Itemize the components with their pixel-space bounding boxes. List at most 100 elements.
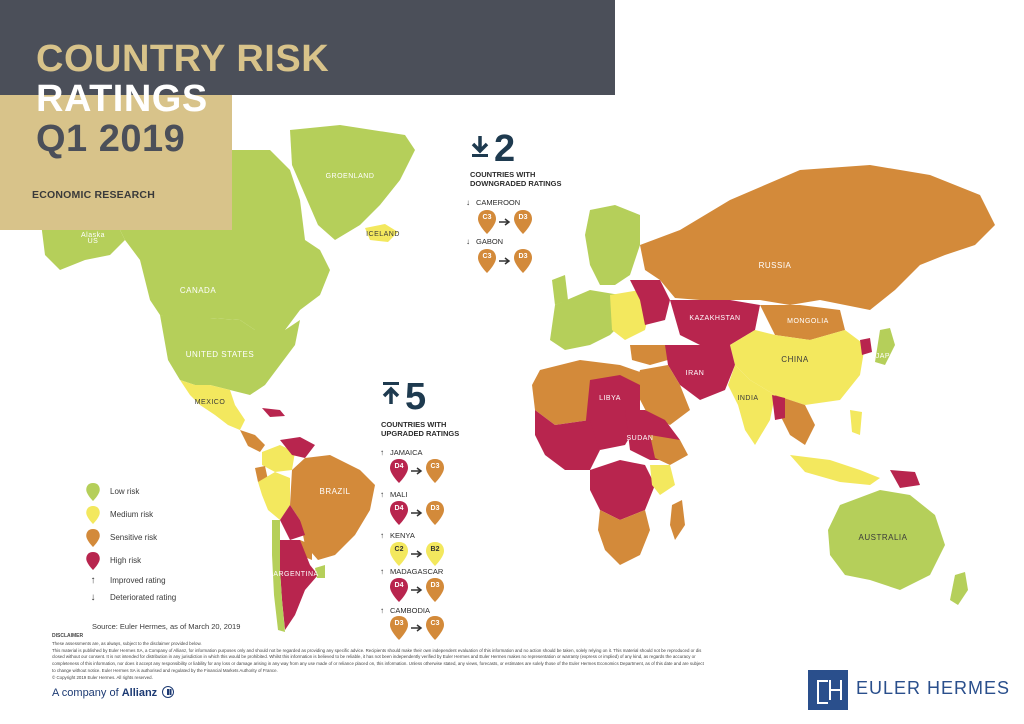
legend-label: Improved rating bbox=[110, 576, 166, 585]
map-label-kazakhstan: KAZAKHSTAN bbox=[689, 315, 740, 322]
legend-label: Sensitive risk bbox=[110, 533, 158, 542]
map-region-kazakhstan bbox=[670, 300, 760, 345]
map-region-myanmar bbox=[772, 395, 785, 420]
arrow-right-icon bbox=[499, 218, 511, 226]
improved-arrow-icon: ↑ bbox=[380, 606, 384, 615]
allianz-company-line: A company of Allianz bbox=[52, 686, 175, 699]
disclaimer-line: © Copyright 2019 Euler Hermes. All right… bbox=[52, 674, 153, 680]
rating-pin-to: D3 bbox=[426, 501, 444, 525]
legend-label: Low risk bbox=[110, 487, 140, 496]
title-line-3: Q1 2019 bbox=[36, 118, 186, 160]
map-region-belarus-ukraine bbox=[630, 280, 670, 325]
rating-to: D3 bbox=[518, 214, 528, 221]
map-region-usa bbox=[160, 315, 300, 395]
allianz-logo-icon bbox=[162, 686, 175, 698]
disclaimer-line: These assessments are, as always, subjec… bbox=[52, 640, 202, 646]
rating-change-gabon: C3 D3 bbox=[478, 249, 532, 273]
legend-item-improved: ↑ Improved rating bbox=[86, 572, 216, 589]
map-label-china: CHINA bbox=[781, 355, 809, 364]
map-label-iceland: ICELAND bbox=[366, 231, 400, 238]
country-name: JAMAICA bbox=[390, 448, 423, 457]
upgraded-title-line2: UPGRADED RATINGS bbox=[381, 429, 460, 439]
header-dark-band bbox=[0, 0, 615, 95]
map-label-united-states: UNITED STATES bbox=[186, 350, 254, 359]
improved-arrow-icon: ↑ bbox=[380, 567, 384, 576]
legend-label: Medium risk bbox=[110, 510, 154, 519]
map-region-russia bbox=[640, 165, 995, 310]
disclaimer-line: to change without notice. Euler Hermes S… bbox=[52, 668, 278, 674]
euler-hermes-logo-icon bbox=[808, 670, 848, 710]
arrow-right-icon bbox=[411, 467, 423, 475]
map-region-eastern-europe bbox=[610, 290, 650, 340]
country-name: MALI bbox=[390, 490, 408, 499]
rating-to: C3 bbox=[430, 463, 440, 470]
map-region-colombia bbox=[262, 445, 295, 472]
rating-pin-from: C3 bbox=[478, 210, 496, 234]
legend-label: High risk bbox=[110, 556, 142, 565]
download-arrow-icon bbox=[471, 136, 489, 157]
map-region-ethiopia bbox=[650, 435, 688, 465]
map-region-mongolia bbox=[760, 305, 845, 340]
rating-change-jamaica: D4 C3 bbox=[390, 459, 444, 483]
disclaimer: DISCLAIMER These assessments are, as alw… bbox=[52, 633, 752, 682]
rating-to: C3 bbox=[430, 620, 440, 627]
rating-pin-from: D3 bbox=[390, 616, 408, 640]
map-label-sudan: SUDAN bbox=[626, 435, 653, 442]
map-region-japan bbox=[875, 328, 895, 365]
map-region-madagascar bbox=[670, 500, 685, 540]
legend-item-medium: Medium risk bbox=[86, 503, 216, 526]
improved-arrow-icon: ↑ bbox=[90, 575, 96, 586]
rating-to: D3 bbox=[430, 505, 440, 512]
subtitle: ECONOMIC RESEARCH bbox=[32, 189, 155, 201]
upgraded-item: ↑ MADAGASCAR bbox=[380, 567, 443, 576]
disclaimer-line: completeness of this information, nor do… bbox=[52, 661, 704, 667]
downgraded-item: ↓ GABON bbox=[466, 237, 503, 246]
map-label-canada: CANADA bbox=[180, 286, 217, 295]
upgraded-item: ↑ CAMBODIA bbox=[380, 606, 430, 615]
rating-from: D4 bbox=[394, 582, 404, 589]
title-line-1: COUNTRY RISK bbox=[36, 38, 330, 80]
map-label-russia: RUSSIA bbox=[759, 261, 792, 270]
company-prefix: A company of bbox=[52, 687, 119, 699]
header-gold-band bbox=[0, 95, 232, 230]
rating-from: D3 bbox=[394, 620, 404, 627]
map-region-chile bbox=[272, 520, 285, 632]
country-name: GABON bbox=[476, 237, 504, 246]
rating-from: C3 bbox=[482, 253, 492, 260]
deteriorated-arrow-icon: ↓ bbox=[90, 592, 96, 603]
upgraded-count: 5 bbox=[405, 376, 427, 418]
rating-change-madagascar: D4 D3 bbox=[390, 578, 444, 602]
rating-from: D4 bbox=[394, 463, 404, 470]
map-label-greenland: GROENLAND bbox=[326, 173, 375, 180]
map-label-brazil: BRAZIL bbox=[319, 487, 350, 496]
rating-pin-to: D3 bbox=[514, 249, 532, 273]
downgraded-title: COUNTRIES WITH DOWNGRADED RATINGS bbox=[470, 170, 562, 189]
map-region-mexico bbox=[180, 380, 245, 430]
map-region-australia bbox=[828, 490, 945, 590]
rating-change-kenya: C2 B2 bbox=[390, 542, 444, 566]
country-name: MADAGASCAR bbox=[390, 567, 444, 576]
rating-pin-to: D3 bbox=[514, 210, 532, 234]
legend-item-deteriorated: ↓ Deteriorated rating bbox=[86, 589, 216, 606]
map-region-iran bbox=[665, 345, 735, 400]
company-name: Allianz bbox=[121, 687, 158, 699]
upgraded-item: ↑ MALI bbox=[380, 490, 408, 499]
rating-pin-to: B2 bbox=[426, 542, 444, 566]
source-note: Source: Euler Hermes, as of March 20, 20… bbox=[92, 622, 241, 631]
map-region-central-america bbox=[240, 430, 265, 452]
improved-arrow-icon: ↑ bbox=[380, 490, 384, 499]
map-region-east-africa bbox=[650, 465, 675, 495]
title-line-2: RATINGS bbox=[36, 78, 208, 120]
rating-pin-from: D4 bbox=[390, 578, 408, 602]
rating-pin-from: C3 bbox=[478, 249, 496, 273]
disclaimer-line: closed without our consent. It is not in… bbox=[52, 654, 696, 660]
map-region-scandinavia bbox=[585, 205, 640, 285]
legend-item-high: High risk bbox=[86, 549, 216, 572]
disclaimer-line: This material is published by Euler Herm… bbox=[52, 647, 702, 653]
map-label-argentina: ARGENTINA bbox=[273, 571, 318, 578]
map-region-argentina bbox=[280, 540, 318, 630]
map-region-china bbox=[730, 330, 865, 405]
map-legend: Low risk Medium risk Sensitive risk High… bbox=[86, 480, 216, 606]
arrow-right-icon bbox=[411, 624, 423, 632]
map-region-uk bbox=[552, 275, 568, 305]
